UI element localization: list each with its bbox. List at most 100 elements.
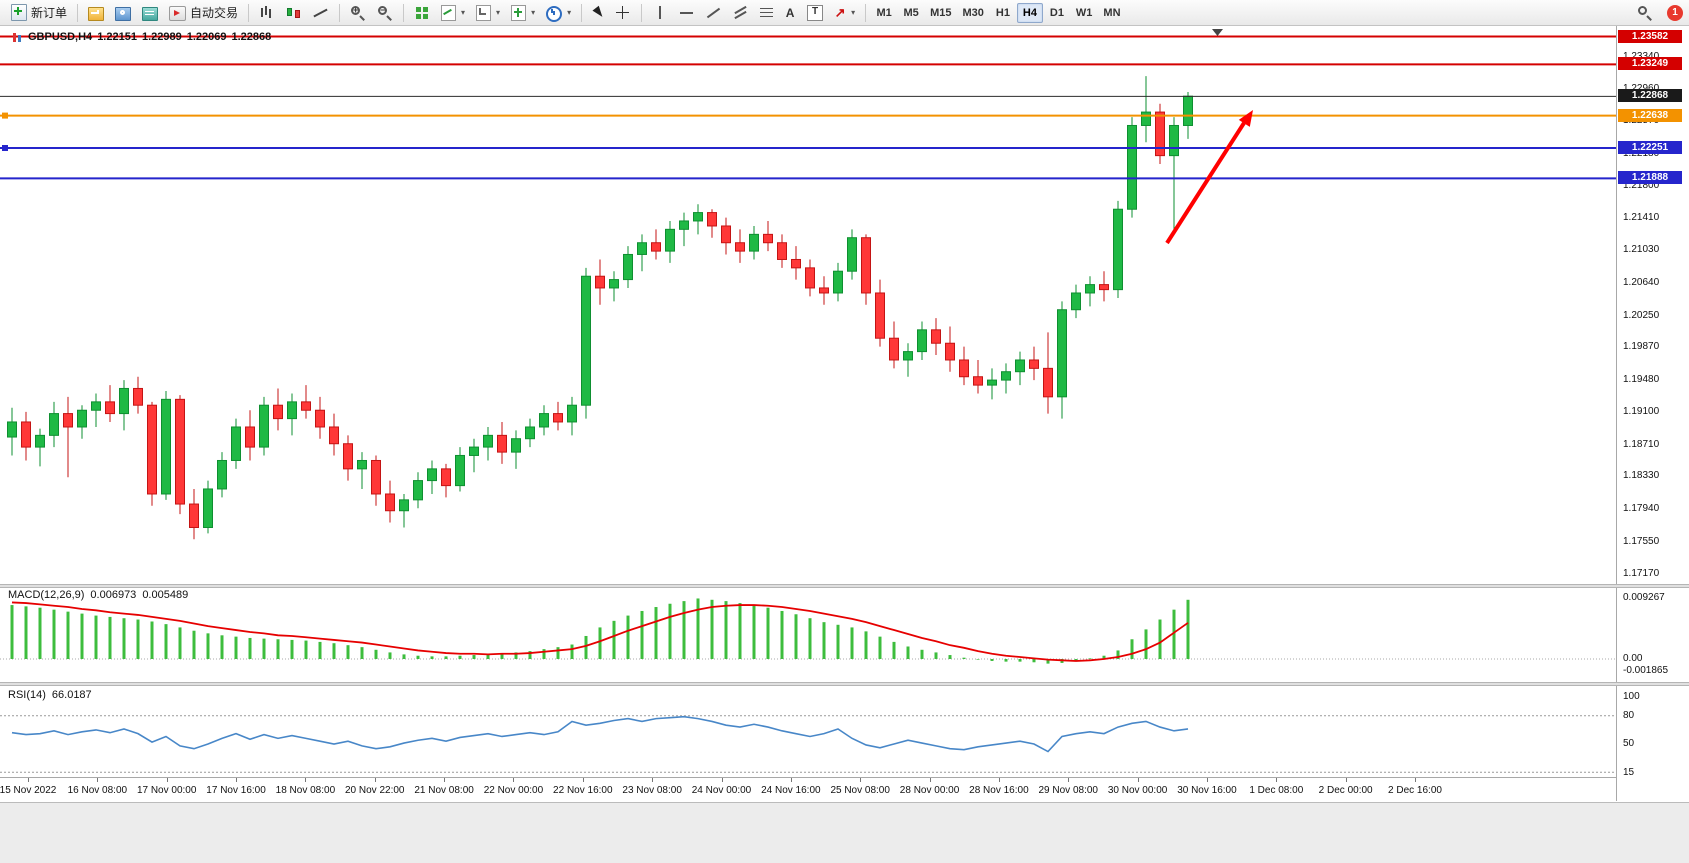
macd-scale-tick: 0.009267: [1623, 592, 1665, 604]
time-label: 2 Dec 16:00: [1388, 785, 1442, 796]
channel-icon: [733, 5, 749, 21]
line-handle[interactable]: [2, 112, 8, 119]
line-chart-button[interactable]: [308, 2, 334, 24]
time-label: 24 Nov 00:00: [691, 785, 752, 796]
candlestick-chart-icon: [286, 5, 302, 21]
rsi-indicator-label: RSI(14) 66.0187: [8, 689, 92, 701]
price-tick: 1.20250: [1623, 309, 1660, 321]
time-label: 30 Nov 00:00: [1107, 785, 1168, 796]
timeframe-m5[interactable]: M5: [898, 3, 924, 23]
time-label: 29 Nov 08:00: [1038, 785, 1099, 796]
vertical-line-tool-button[interactable]: [647, 2, 673, 24]
candlestick-chart-button[interactable]: [281, 2, 307, 24]
chart-symbol-period: GBPUSD,H4: [28, 31, 93, 43]
chart-title: GBPUSD,H4 1.22151 1.22989 1.22069 1.2286…: [12, 31, 271, 43]
crosshair-tool-button[interactable]: [610, 2, 636, 24]
time-tick: [1206, 778, 1208, 782]
periods-button[interactable]: ▾: [541, 2, 576, 24]
price-axis[interactable]: 1.233401.229601.225701.221801.218001.214…: [1616, 26, 1689, 801]
time-tick: [97, 778, 99, 782]
trendline-icon: [706, 5, 722, 21]
macd-scale-tick: 0.00: [1623, 653, 1643, 664]
time-tick: [582, 778, 584, 782]
zoom-out-icon: −: [377, 5, 393, 21]
terminal-button[interactable]: [137, 2, 163, 24]
autotrading-button[interactable]: 自动交易: [164, 2, 243, 24]
price-badge: 1.21888: [1618, 171, 1682, 185]
timeframe-d1[interactable]: D1: [1044, 3, 1070, 23]
time-tick: [374, 778, 376, 782]
price-tick: 1.19870: [1623, 341, 1660, 353]
crosshair-icon: [615, 5, 631, 21]
price-badge: 1.22251: [1618, 141, 1682, 154]
rsi-scale-tick: 50: [1623, 738, 1635, 749]
bar-chart-button[interactable]: [254, 2, 280, 24]
time-tick: [1137, 778, 1139, 782]
panel-separator-macd[interactable]: [0, 584, 1689, 588]
toolbar-separator: [581, 3, 583, 22]
horizontal-line-tool-button[interactable]: [674, 2, 700, 24]
new-order-icon: [11, 4, 27, 21]
time-label: 15 Nov 2022: [0, 785, 57, 796]
time-label: 23 Nov 08:00: [622, 785, 682, 796]
window-bottom-area: [0, 802, 1689, 863]
zoom-out-button[interactable]: −: [372, 2, 398, 24]
price-tick: 1.19100: [1623, 405, 1660, 417]
vertical-line-icon: [652, 5, 668, 21]
time-label: 22 Nov 00:00: [483, 785, 544, 796]
price-tick: 1.17940: [1623, 503, 1660, 515]
candlestick-series: [7, 76, 1193, 540]
panel-separator-rsi[interactable]: [0, 682, 1689, 686]
macd-scale-tick: -0.001865: [1623, 665, 1669, 677]
time-label: 16 Nov 08:00: [67, 785, 128, 796]
price-tick: 1.18330: [1623, 470, 1660, 482]
new-order-button[interactable]: 新订单: [6, 2, 72, 24]
line-handle[interactable]: [2, 145, 8, 152]
macd-name: MACD(12,26,9): [8, 589, 85, 601]
search-button[interactable]: [1632, 2, 1658, 24]
text-tool-button[interactable]: A: [779, 2, 801, 24]
profiles-button[interactable]: ▾: [471, 2, 505, 24]
price-badge: 1.22868: [1618, 89, 1682, 103]
navigator-button[interactable]: [110, 2, 136, 24]
chevron-down-icon: ▾: [851, 8, 856, 17]
new-chart-button[interactable]: ▾: [436, 2, 470, 24]
channel-tool-button[interactable]: [728, 2, 754, 24]
time-axis[interactable]: 15 Nov 2022 16 Nov 08:00 17 Nov 00:00 17 No…: [0, 777, 1616, 802]
rsi-value: 66.0187: [51, 689, 92, 701]
line-chart-icon: [313, 5, 329, 21]
tile-windows-button[interactable]: [409, 2, 435, 24]
price-badge: 1.22638: [1618, 108, 1682, 122]
toolbar-separator: [77, 3, 79, 22]
timeframe-mn[interactable]: MN: [1098, 3, 1125, 23]
timeframe-h4[interactable]: H4: [1016, 2, 1043, 23]
zoom-in-button[interactable]: +: [345, 2, 371, 24]
timeframe-m15[interactable]: M15: [925, 3, 956, 23]
timeframe-m1[interactable]: M1: [871, 3, 897, 23]
rsi-name: RSI(14): [8, 689, 46, 701]
price-tick: 1.18710: [1623, 438, 1660, 450]
text-icon: A: [785, 5, 795, 20]
price-tick: 1.20640: [1623, 276, 1660, 288]
indicators-button[interactable]: ▾: [506, 2, 540, 24]
cursor-tool-button[interactable]: [587, 2, 609, 24]
time-label: 18 Nov 08:00: [275, 785, 336, 796]
timeframe-w1[interactable]: W1: [1071, 3, 1098, 23]
arrow-tool-icon: ↗: [834, 4, 846, 20]
timeframe-h1[interactable]: H1: [990, 3, 1016, 23]
zoom-in-icon: +: [350, 5, 366, 21]
notifications-badge[interactable]: 1: [1667, 4, 1683, 21]
text-label-tool-button[interactable]: T: [802, 2, 828, 24]
chevron-down-icon: ▾: [531, 8, 536, 17]
chart-icon: [12, 32, 23, 43]
timeframe-m30[interactable]: M30: [958, 3, 989, 23]
trend-arrow[interactable]: [1165, 110, 1253, 245]
fibonacci-tool-button[interactable]: [755, 2, 778, 24]
market-watch-button[interactable]: [83, 2, 109, 24]
chart-shift-marker-icon[interactable]: [1212, 29, 1223, 36]
arrows-tool-button[interactable]: ↗ ▾: [829, 2, 860, 24]
trendline-tool-button[interactable]: [701, 2, 727, 24]
time-tick: [28, 778, 29, 782]
toolbar: 新订单 自动交易 + − ▾ ▾ ▾ ▾ A T ↗ ▾ M1 M5 M15 M30 H1 H4 D1 W1 MN 1: [0, 0, 1689, 26]
